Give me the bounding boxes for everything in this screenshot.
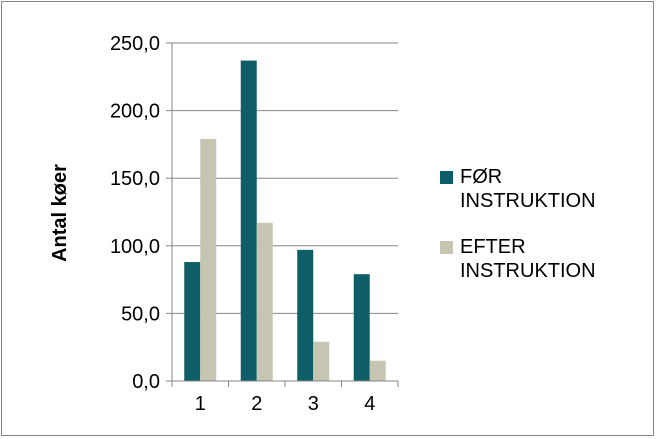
bar-series-2-cat-1 [200, 138, 217, 381]
y-tick-label: 50,0 [121, 303, 160, 325]
bar-series-1-cat-4 [353, 274, 370, 381]
bar-series-2-cat-3 [313, 341, 330, 381]
bar-series-1-cat-2 [240, 60, 257, 382]
legend-item-series-1: FØR INSTRUKTION [440, 165, 650, 213]
y-tick-label: 0,0 [132, 371, 160, 393]
x-tick-label: 1 [195, 393, 206, 415]
x-tick-label: 2 [251, 393, 262, 415]
legend-swatch-series-2 [440, 241, 453, 254]
bars [184, 60, 386, 382]
y-tick-label: 100,0 [110, 236, 160, 258]
legend-label-series-2: EFTER INSTRUKTION [460, 236, 596, 282]
legend-label-series-1: FØR INSTRUKTION [460, 166, 596, 212]
legend: FØR INSTRUKTION EFTER INSTRUKTION [440, 165, 650, 305]
x-tick-label: 3 [308, 393, 319, 415]
y-tick-label: 250,0 [110, 33, 160, 55]
bar-series-2-cat-2 [256, 222, 273, 381]
bar-series-2-cat-4 [369, 360, 386, 381]
y-tick-label: 200,0 [110, 101, 160, 123]
tick-labels: 0,0 50,0 100,0 150,0 200,0 250,0 1 2 3 4 [110, 33, 375, 415]
bar-series-1-cat-3 [297, 249, 314, 381]
x-tick-label: 4 [364, 393, 375, 415]
y-tick-label: 150,0 [110, 168, 160, 190]
bar-series-1-cat-1 [184, 262, 201, 381]
y-axis-title: Antal køer [49, 164, 71, 262]
axes [166, 42, 399, 387]
legend-swatch-series-1 [440, 171, 453, 184]
legend-item-series-2: EFTER INSTRUKTION [440, 235, 650, 283]
